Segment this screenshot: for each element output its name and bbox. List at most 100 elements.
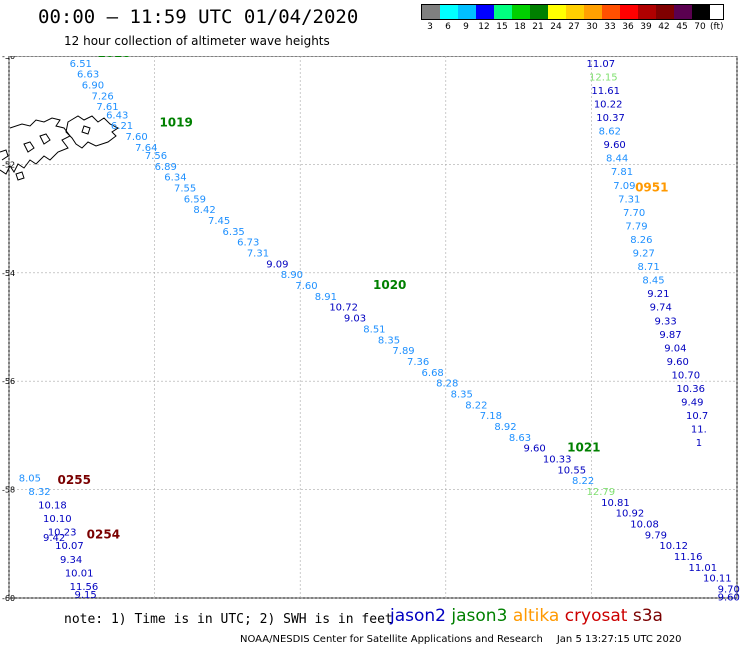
wave-height-value: 9.21 [647,289,669,300]
satellite-legend: jason2 jason3 altika cryosat s3a [390,606,663,626]
wave-height-value: 10.07 [55,541,84,552]
wave-height-value: 9.79 [645,530,667,541]
wave-height-value: 8.22 [465,400,487,411]
wave-height-value: 10.70 [671,370,700,381]
wave-height-value: 9.09 [266,259,288,270]
wave-height-value: 8.45 [642,276,664,287]
wave-height-value: 10.01 [65,568,94,579]
wave-height-value: 11. [691,425,707,436]
satellite-tracks: 6.286.516.636.907.267.616.436.217.607.64… [19,56,740,602]
page-title: 00:00 – 11:59 UTC 01/04/2020 [38,6,359,28]
wave-height-value: 6.89 [155,162,177,173]
wave-height-value: 9.15 [75,590,97,601]
scale-label: 12 [478,22,490,32]
scale-swatch [548,5,566,19]
legend-cryosat: cryosat [564,606,633,626]
wave-height-value: 7.60 [125,132,147,143]
wave-height-value: 10.23 [48,528,77,539]
wave-height-value: 10.11 [703,574,732,585]
wave-height-value: 10.92 [616,509,645,520]
wave-height-value: 6.34 [164,173,186,184]
pass-time-label: 1018 [97,56,130,60]
scale-label: 18 [514,22,526,32]
scale-swatch [620,5,638,19]
wave-height-value: 9.27 [633,249,655,260]
wave-height-value: 10.72 [329,303,358,314]
note-text: note: 1) Time is in UTC; 2) SWH is in fe… [64,612,393,627]
wave-height-value: 8.32 [28,487,50,498]
credit-date: Jan 5 13:27:15 UTC 2020 [556,634,682,645]
subtitle: 12 hour collection of altimeter wave hei… [64,34,330,48]
wave-height-value: 9.78 [727,601,740,602]
wave-height-value: 7.55 [174,184,196,195]
credit-text: NOAA/NESDIS Center for Satellite Applica… [240,634,543,645]
scale-label: 42 [658,22,670,32]
wave-height-value: 9.42 [43,533,65,544]
wave-height-value: 8.35 [451,389,473,400]
wave-height-value: 10.08 [630,520,659,531]
wave-height-value: 9.33 [654,316,676,327]
scale-swatch [692,5,710,19]
wave-height-value: 9.60 [604,140,626,151]
wave-height-value: 8.71 [638,262,660,273]
wave-height-value: 7.26 [92,91,114,102]
wave-height-value: 8.62 [599,127,621,138]
wave-height-value: 7.70 [623,208,645,219]
scale-swatch [530,5,548,19]
wave-height-color-scale: 3 6 9 12 15 18 21 24 27 30 33 36 39 42 45 70 (ft) [421,4,724,32]
wave-height-value: 12.15 [589,72,618,83]
latitude-tick-label: -60 [2,594,15,602]
wave-height-value: 8.63 [509,433,531,444]
legend-jason3: jason3 [451,606,513,626]
wave-height-value: 6.68 [422,368,444,379]
pass-time-label: 0255 [58,473,91,487]
wave-height-value: 7.56 [145,151,167,162]
wave-height-value: 8.44 [606,154,628,165]
wave-height-value: 6.51 [70,59,92,70]
wave-height-value: 11.56 [70,582,99,593]
wave-height-value: 6.43 [106,110,128,121]
scale-swatch [494,5,512,19]
wave-height-value: 6.59 [184,194,206,205]
wave-height-value: 7.61 [96,102,118,113]
scale-swatch [476,5,494,19]
wave-height-value: 7.09 [613,181,635,192]
wave-height-value: 10.33 [543,455,572,466]
wave-height-value: 7.81 [611,167,633,178]
latitude-tick-label: -58 [2,486,15,495]
scale-swatch [566,5,584,19]
scale-swatches [421,4,724,20]
wave-height-value: 10.37 [596,113,625,124]
scale-label: 33 [604,22,616,32]
wave-height-value: 12.79 [587,487,616,498]
wave-height-value: 9.87 [659,330,681,341]
wave-height-value: 8.26 [630,235,652,246]
wave-height-value: 10.7 [686,411,708,422]
scale-swatch [584,5,602,19]
wave-height-value: 10.22 [594,99,623,110]
wave-height-value: 10.81 [601,498,630,509]
wave-height-value: 7.31 [247,249,269,260]
lat-lon-grid: -50-52-54-56-58-60-60-57-54-51-48-45 [2,56,738,602]
scale-label: 3 [427,22,433,32]
wave-height-value: 8.35 [378,335,400,346]
wave-height-value: 1 [696,438,702,449]
latitude-tick-label: -50 [2,56,15,61]
wave-height-value: 11.16 [674,552,703,563]
scale-label: 30 [586,22,598,32]
wave-height-value: 8.22 [572,476,594,487]
pass-time-label: 1021 [567,441,600,455]
wave-height-value: 6.28 [67,56,89,59]
credit-line: NOAA/NESDIS Center for Satellite Applica… [240,634,682,645]
scale-label: 9 [463,22,469,32]
wave-height-value: 12.08 [582,56,611,59]
wave-height-value: 6.63 [77,70,99,81]
wave-height-value: 10.18 [38,501,67,512]
wave-height-value: 9.60 [667,357,689,368]
wave-height-value: 9.60 [718,593,740,602]
pass-time-label: 1019 [159,115,192,129]
scale-swatch [512,5,530,19]
scale-label: 21 [532,22,544,32]
scale-labels: 3 6 9 12 15 18 21 24 27 30 33 36 39 42 45 70 (ft) [421,22,723,32]
scale-swatch [674,5,692,19]
